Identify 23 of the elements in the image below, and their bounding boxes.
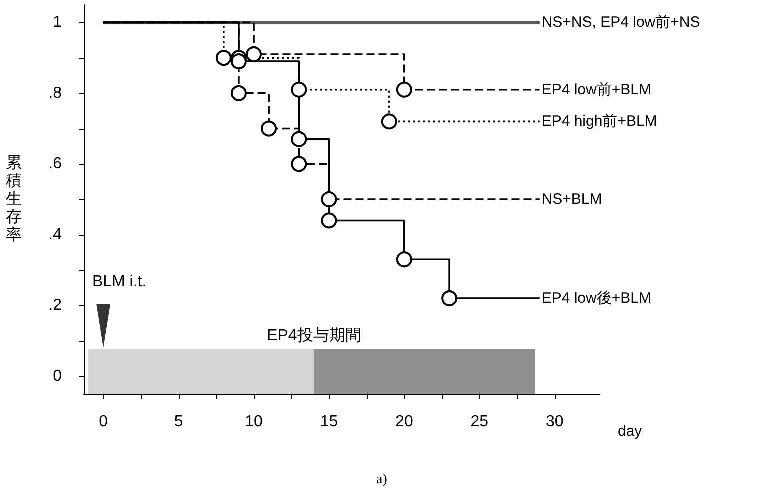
y-tick-label: .2: [48, 297, 62, 314]
x-tick-label: 0: [99, 414, 108, 430]
x-tick-label: 30: [546, 414, 564, 430]
x-tick-label: 10: [245, 414, 263, 430]
x-tick-label: 5: [174, 414, 184, 430]
y-tick-label: 1: [53, 14, 62, 32]
series-label: NS+BLM: [542, 191, 602, 208]
series-label: EP4 low前+BLM: [542, 81, 652, 98]
x-tick-label: 25: [470, 414, 489, 430]
series-label: EP4 low後+BLM: [542, 290, 652, 308]
y-tick-label: 0: [53, 368, 62, 385]
y-tick-label: .6: [48, 156, 62, 173]
x-axis-title: day: [618, 423, 643, 440]
x-tick-label: 15: [320, 414, 338, 430]
y-tick-label: .4: [48, 226, 62, 244]
annotation: BLM i.t.: [92, 274, 147, 291]
y-tick-label: .8: [48, 84, 62, 102]
y-axis-title: 累積生存率: [6, 155, 22, 244]
annotation: EP4投与期間: [267, 326, 362, 345]
x-tick-label: 20: [396, 414, 414, 430]
series-label: NS+NS, EP4 low前+NS: [542, 14, 700, 32]
text: a): [376, 472, 388, 488]
series-label: EP4 high前+BLM: [542, 113, 658, 130]
